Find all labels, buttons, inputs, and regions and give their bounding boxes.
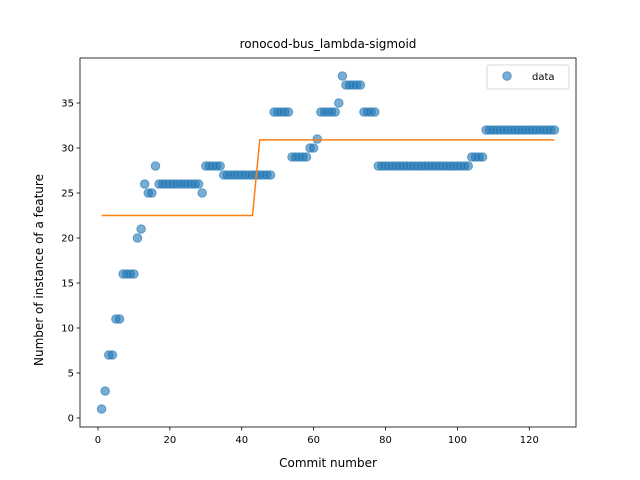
y-tick-label: 15 [61, 279, 74, 290]
y-tick-label: 5 [68, 369, 74, 380]
data-point [355, 80, 366, 90]
x-tick-label: 80 [379, 435, 392, 446]
legend-marker [502, 71, 512, 81]
data-point [283, 107, 294, 117]
y-tick-label: 25 [61, 189, 74, 200]
chart-title: ronocod-bus_lambda-sigmoid [240, 37, 417, 51]
x-tick-label: 120 [520, 435, 539, 446]
legend-label: data [532, 72, 555, 83]
data-point [114, 314, 125, 324]
data-point [96, 404, 107, 414]
legend-box [486, 64, 570, 90]
fit-line [101, 139, 555, 217]
y-axis-label: Number of instance of a feature [32, 174, 46, 366]
data-point [312, 134, 323, 144]
data-point [100, 386, 110, 396]
y-tick-label: 10 [61, 324, 74, 335]
y-tick-label: 35 [61, 99, 74, 110]
data-point [369, 107, 380, 117]
data-point [136, 224, 146, 234]
data-point [129, 269, 139, 279]
x-tick-label: 40 [235, 435, 248, 446]
data-point [463, 161, 473, 171]
data-point [477, 152, 488, 162]
x-tick-label: 0 [95, 435, 101, 446]
data-point [132, 233, 143, 243]
data-point [139, 179, 150, 189]
data-point [549, 125, 560, 135]
data-point [197, 188, 208, 198]
data-point [301, 152, 312, 162]
data-point [337, 71, 348, 81]
plot-area [96, 71, 560, 414]
data-point [193, 179, 204, 189]
data-point [308, 143, 319, 153]
data-point [215, 161, 225, 171]
legend: data [486, 64, 570, 90]
x-tick-label: 20 [163, 435, 176, 446]
y-tick-label: 0 [68, 414, 74, 425]
data-point [333, 98, 344, 108]
data-point [265, 170, 276, 180]
axes: 0 20 40 60 80 100 120 0 5 10 15 20 25 30 35 [61, 57, 577, 446]
y-tick-label: 20 [61, 234, 74, 245]
data-point [107, 350, 118, 360]
x-tick-label: 100 [448, 435, 467, 446]
x-axis-label: Commit number [279, 456, 377, 470]
data-point [147, 188, 157, 198]
axes-frame [79, 57, 577, 428]
data-point [330, 107, 340, 117]
x-tick-label: 60 [307, 435, 320, 446]
y-tick-label: 30 [61, 144, 74, 155]
data-point [150, 161, 161, 171]
